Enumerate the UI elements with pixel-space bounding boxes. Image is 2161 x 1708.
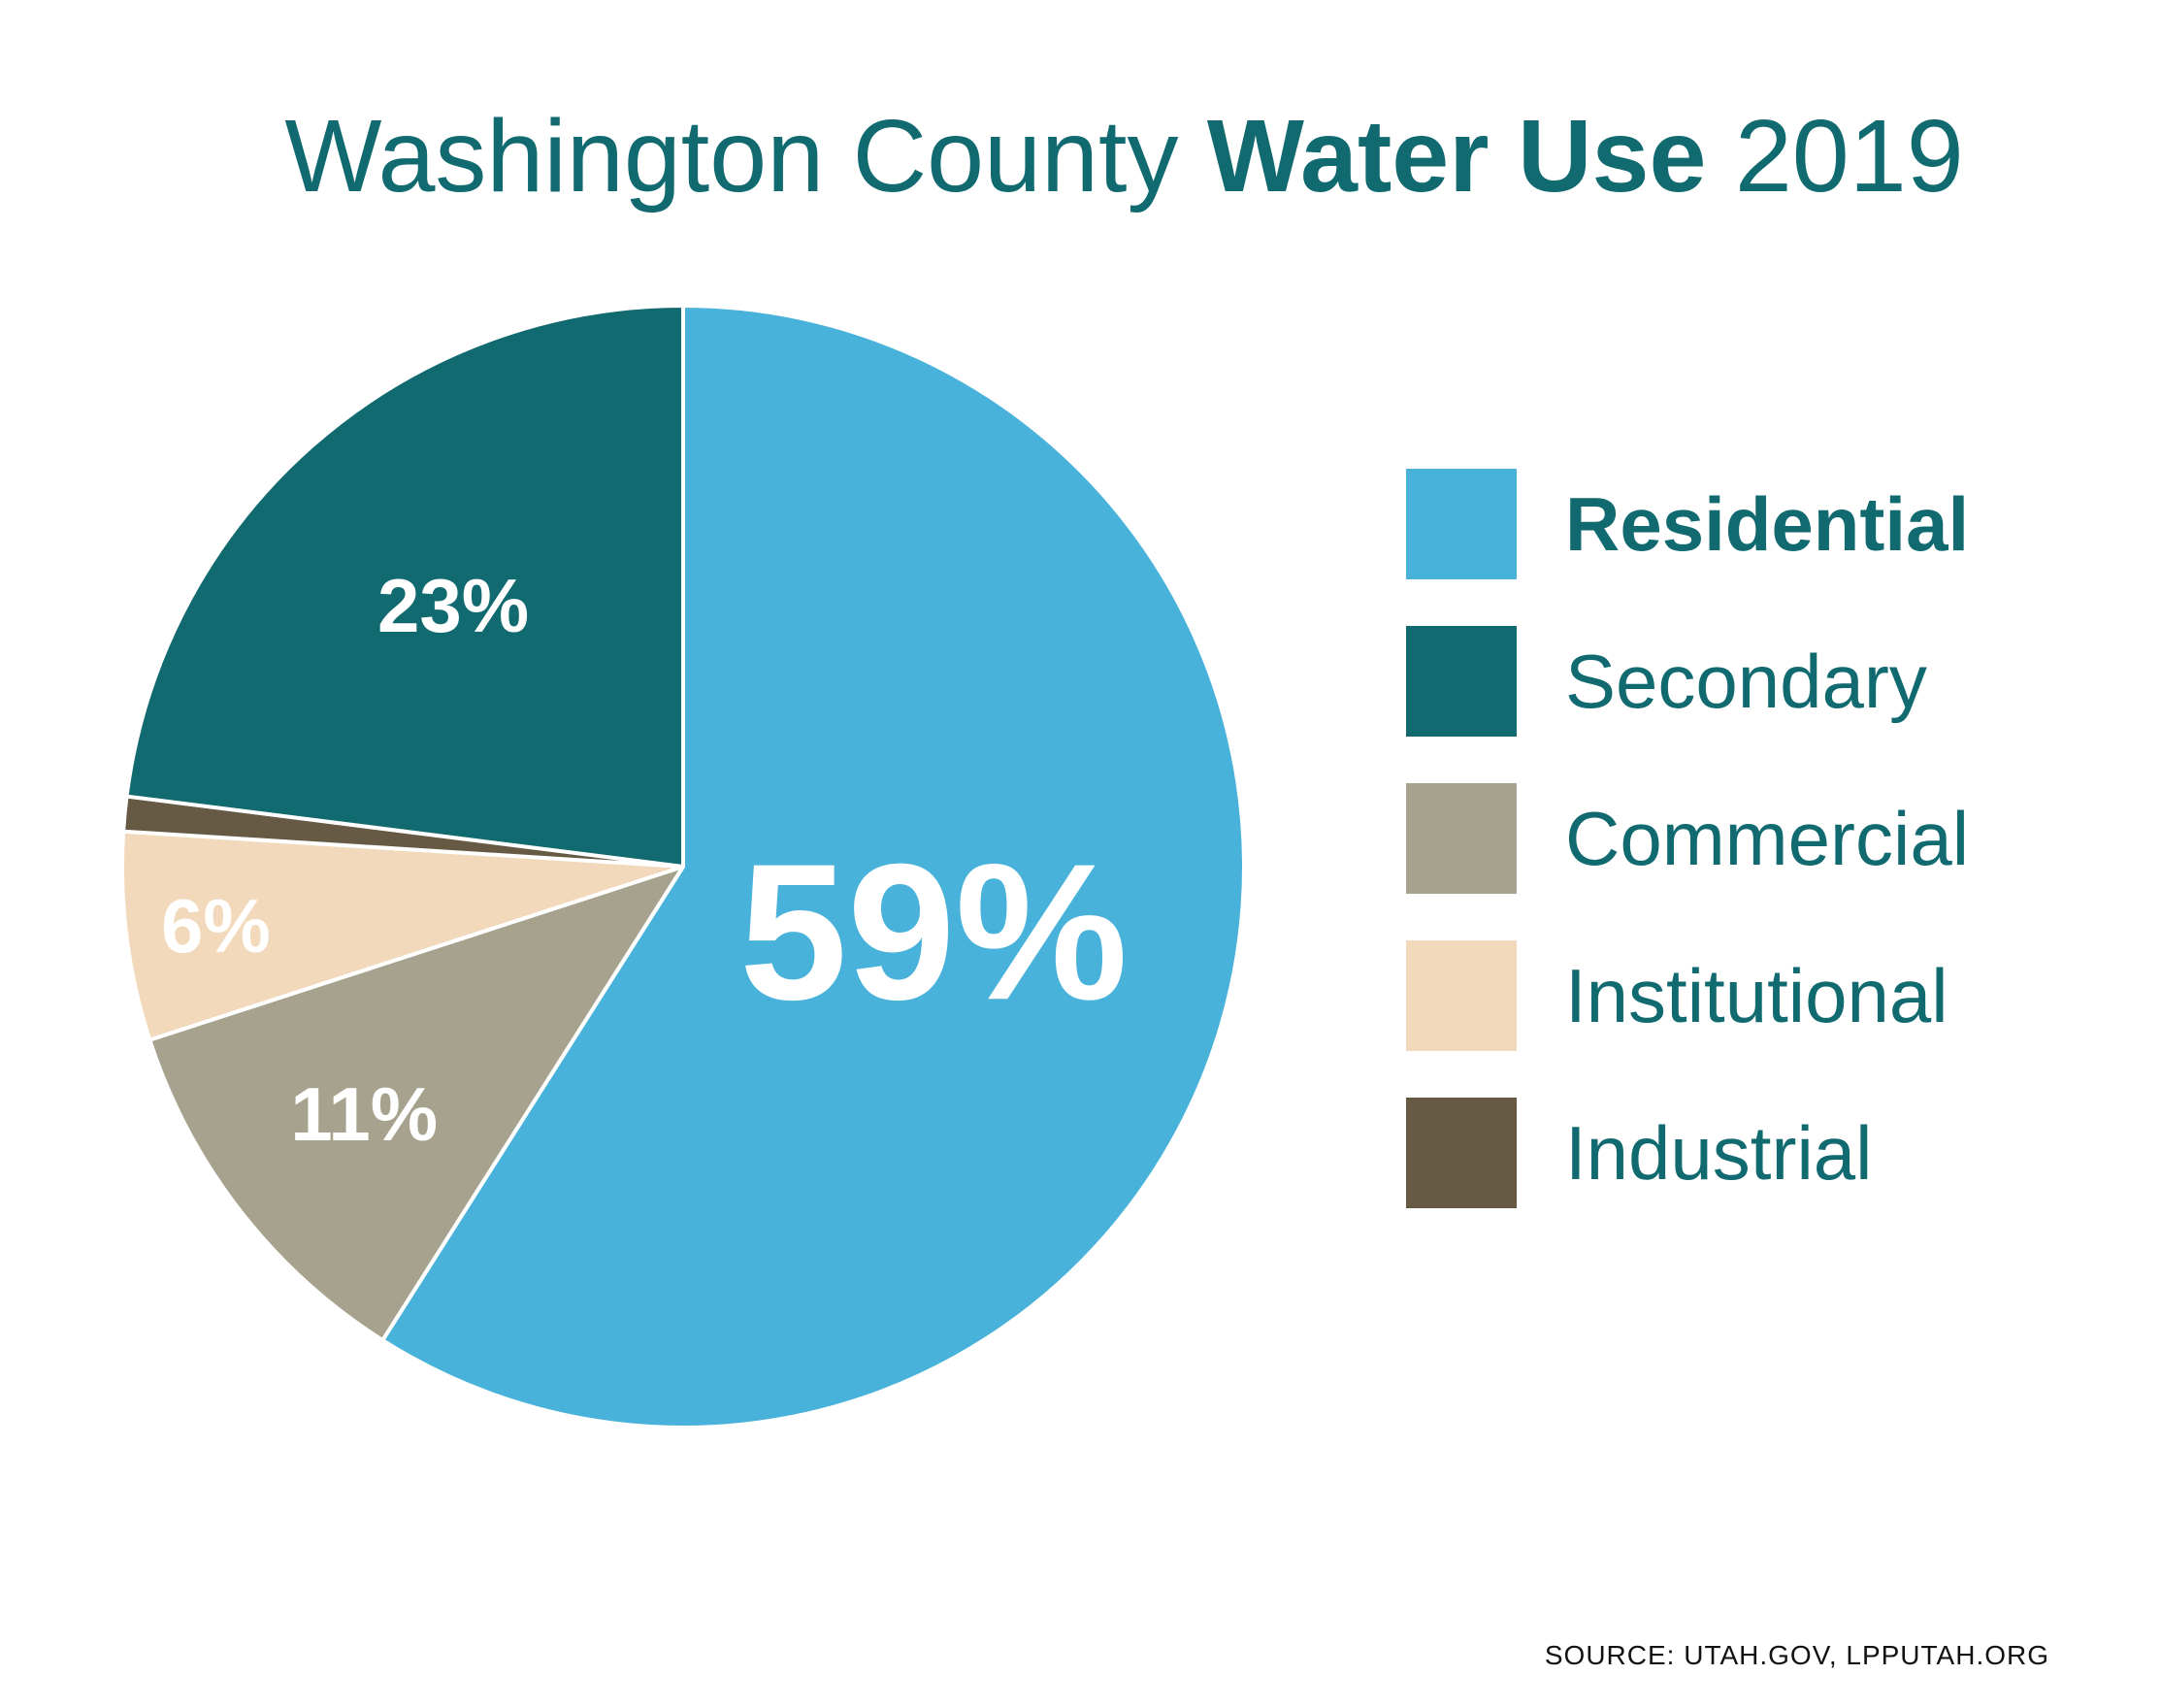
legend-label-residential: Residential	[1565, 481, 1970, 567]
legend-item-institutional: Institutional	[1406, 940, 1969, 1051]
title-part-water-use: Water Use	[1206, 99, 1707, 214]
slice-label-secondary: 23%	[377, 563, 529, 648]
title-part-year: 2019	[1734, 99, 1964, 214]
legend-item-industrial: Industrial	[1406, 1098, 1969, 1208]
source-note: SOURCE: UTAH.GOV, LPPUTAH.ORG	[1544, 1640, 2049, 1670]
pie-slice-residential	[380, 304, 1246, 1429]
legend-label-secondary: Secondary	[1565, 639, 1927, 724]
legend-label-industrial: Industrial	[1565, 1110, 1873, 1196]
chart-title: Washington County Water Use 2019	[0, 105, 2161, 208]
pie-slice-secondary	[124, 304, 685, 869]
slice-label-residential: 59%	[739, 824, 1128, 1040]
legend-label-institutional: Institutional	[1565, 953, 1948, 1038]
legend-swatch-industrial	[1406, 1098, 1517, 1208]
legend-swatch-commercial	[1406, 783, 1517, 894]
legend-swatch-residential	[1406, 469, 1517, 579]
pie-slice-institutional	[120, 829, 685, 1042]
title-part-county: Washington County	[284, 99, 1179, 214]
slice-label-commercial: 11%	[290, 1071, 438, 1157]
pie-slice-commercial	[147, 865, 685, 1343]
legend-label-commercial: Commercial	[1565, 796, 1970, 881]
legend-item-residential: Residential	[1406, 469, 1969, 579]
slice-label-institutional: 6%	[161, 883, 271, 969]
legend-swatch-institutional	[1406, 940, 1517, 1051]
legend-swatch-secondary	[1406, 626, 1517, 737]
legend-item-secondary: Secondary	[1406, 626, 1969, 737]
legend: Residential Secondary Commercial Institutio…	[1406, 469, 1969, 1255]
legend-item-commercial: Commercial	[1406, 783, 1969, 894]
